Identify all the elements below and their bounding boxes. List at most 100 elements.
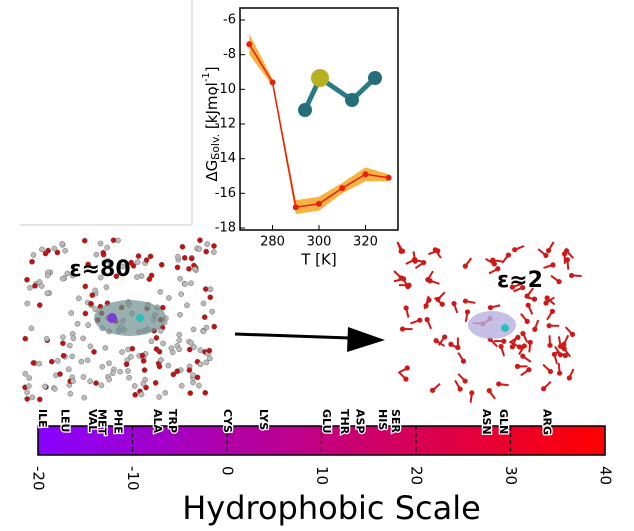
atom	[119, 349, 124, 354]
atom	[29, 259, 34, 264]
x-tick-label: 20	[408, 466, 426, 485]
atom	[107, 313, 117, 323]
atom	[139, 273, 144, 278]
atom	[67, 343, 72, 348]
x-axis-label: T [K]	[300, 251, 336, 269]
atom	[205, 241, 210, 246]
atom	[86, 322, 91, 327]
atom	[83, 311, 88, 316]
solute-surface	[94, 300, 166, 336]
residue-label: ARG	[540, 409, 553, 435]
atom	[160, 341, 165, 346]
x-tick-label: 10	[313, 466, 331, 485]
atom	[550, 309, 555, 314]
atom	[158, 357, 163, 362]
atom	[25, 390, 30, 395]
atom	[175, 369, 180, 374]
atom	[463, 264, 468, 269]
atom	[37, 397, 42, 402]
data-point	[362, 171, 368, 177]
atom	[52, 386, 57, 391]
atom	[85, 358, 90, 363]
atom	[133, 392, 138, 397]
atom	[39, 283, 44, 288]
atom	[79, 359, 84, 364]
atom	[148, 254, 153, 259]
residue-label: LEU	[58, 409, 71, 432]
atom	[70, 354, 75, 359]
atom	[567, 375, 572, 380]
atom	[81, 374, 86, 379]
atom	[182, 281, 187, 286]
atom	[25, 301, 30, 306]
atom	[60, 276, 65, 281]
atom	[522, 343, 527, 348]
atom	[403, 377, 408, 382]
organic-box-image	[394, 242, 582, 403]
atom	[142, 367, 147, 372]
atom	[25, 396, 30, 401]
atom	[547, 343, 552, 348]
atom	[204, 360, 209, 365]
atom	[487, 388, 492, 393]
atom	[107, 377, 112, 382]
atom	[179, 383, 184, 388]
atom	[52, 246, 57, 251]
atom	[23, 371, 28, 376]
y-tick-label: -6	[223, 13, 236, 28]
atom	[400, 326, 405, 331]
atom	[196, 383, 201, 388]
atom	[60, 241, 65, 246]
atom	[126, 375, 131, 380]
atom	[197, 238, 202, 243]
atom	[37, 361, 42, 366]
residue-label: LYS	[257, 409, 270, 430]
atom	[435, 248, 440, 253]
atom	[541, 386, 546, 391]
y-axis-label-part: ΔG	[203, 160, 221, 182]
atom	[501, 339, 506, 344]
y-axis-label-part: Solv.	[209, 134, 222, 160]
atom	[141, 358, 146, 363]
atom	[157, 394, 162, 399]
atom	[158, 289, 163, 294]
atom	[556, 279, 561, 284]
atom	[81, 336, 86, 341]
atom	[208, 295, 213, 300]
atom	[90, 293, 95, 298]
atom	[212, 324, 217, 329]
atom	[425, 317, 430, 322]
atom	[191, 344, 196, 349]
residue-label: HIS	[376, 409, 389, 430]
x-tick-label: -20	[30, 466, 48, 491]
annotation: ε≈80	[69, 257, 130, 282]
atom	[211, 249, 216, 254]
atom	[463, 378, 468, 383]
residue-label: ILE	[36, 409, 49, 428]
atom	[124, 362, 129, 367]
atom	[175, 254, 180, 259]
y-axis-label-part: -1	[201, 72, 212, 82]
atom	[311, 69, 329, 87]
atom	[425, 277, 430, 282]
atom	[550, 262, 555, 267]
atom	[543, 253, 548, 258]
residue-label: ASP	[353, 409, 366, 434]
atom	[55, 358, 60, 363]
data-point	[270, 79, 276, 85]
atom	[458, 386, 463, 391]
atom	[180, 244, 185, 249]
atom	[434, 338, 439, 343]
residue-label: ALA	[151, 409, 164, 434]
atom	[442, 334, 447, 339]
atom	[558, 352, 563, 357]
atom	[49, 359, 54, 364]
atom	[130, 346, 135, 351]
atom	[461, 359, 466, 364]
atom	[189, 256, 194, 261]
atom	[125, 368, 130, 373]
atom	[88, 344, 93, 349]
residue-label: TRP	[166, 409, 179, 433]
atom	[564, 248, 569, 253]
atom	[345, 93, 359, 107]
